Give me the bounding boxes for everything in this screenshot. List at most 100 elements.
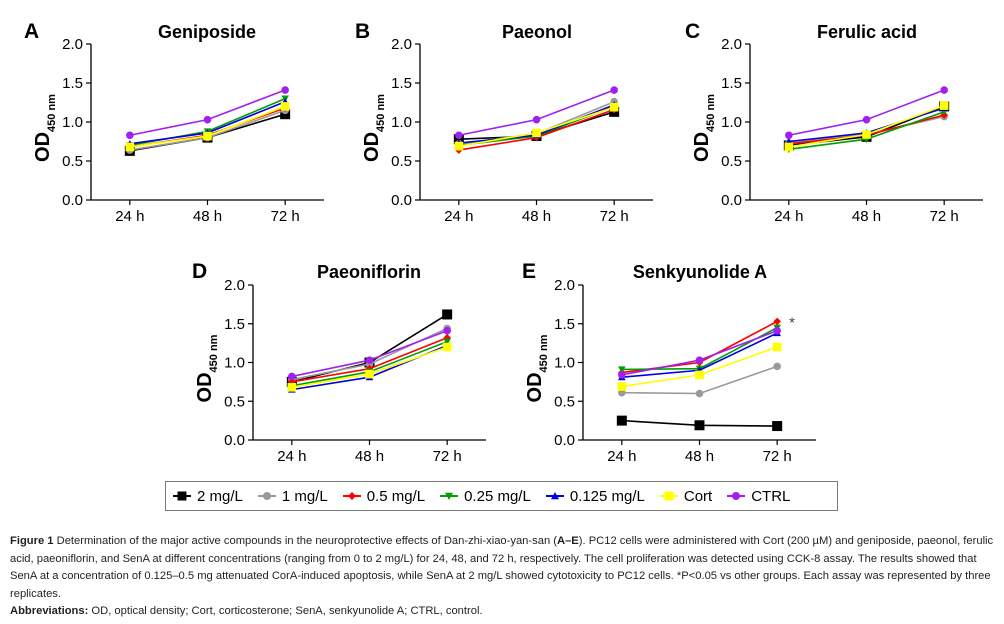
- data-point: [695, 356, 704, 364]
- y-tick-label: 1.5: [391, 75, 412, 92]
- y-axis-label: OD450 nm: [361, 94, 387, 162]
- data-point: [618, 388, 626, 397]
- series-cort: [617, 342, 782, 391]
- data-point: [772, 421, 783, 432]
- y-tick-label: 0.0: [554, 432, 575, 449]
- y-axis-label: OD450 nm: [524, 334, 550, 402]
- series-cort: [287, 342, 452, 392]
- legend-marker: [262, 492, 271, 500]
- legend-label: Cort: [683, 487, 713, 505]
- legend-label: 0.25 mg/L: [464, 487, 531, 505]
- x-tick-label: 72 h: [930, 208, 959, 225]
- x-tick-label: 48 h: [355, 448, 384, 465]
- data-point: [862, 115, 871, 124]
- data-point: [772, 342, 782, 352]
- series-ctrl: [618, 326, 781, 379]
- legend-marker: [445, 492, 454, 500]
- legend-label: 2 mg/L: [197, 487, 243, 505]
- series-2-mg-l: [616, 415, 783, 432]
- abbreviations-text: OD, optical density; Cort, corticosteron…: [88, 605, 483, 617]
- legend-item: Cort: [659, 488, 712, 505]
- x-tick-label: 24 h: [444, 208, 473, 225]
- x-tick-label: 72 h: [763, 448, 792, 465]
- y-tick-label: 1.5: [62, 75, 83, 92]
- figure-caption: Figure 1 Determination of the major acti…: [10, 533, 1000, 621]
- y-tick-label: 2.0: [224, 277, 245, 294]
- legend-swatch-icon: [342, 492, 361, 500]
- panel-letter: D: [192, 260, 207, 283]
- legend-label: 0.125 mg/L: [569, 487, 645, 505]
- legend-marker: [664, 491, 674, 501]
- y-tick-label: 0.5: [554, 393, 575, 410]
- y-axis-label: OD450 nm: [194, 334, 220, 402]
- legend-item: 1 mg/L: [257, 488, 328, 505]
- legend-swatch-icon: [545, 492, 564, 500]
- data-point: [532, 128, 541, 138]
- data-point: [694, 420, 705, 431]
- panel-letter: C: [685, 20, 700, 43]
- abbreviations-label: Abbreviations:: [10, 605, 89, 617]
- y-tick-label: 0.0: [721, 192, 742, 209]
- data-point: [785, 131, 793, 140]
- series-line: [788, 89, 945, 137]
- legend-swatch-icon: [659, 491, 678, 501]
- panel-title: Paeoniflorin: [317, 262, 421, 282]
- legend-item: CTRL: [726, 488, 790, 505]
- data-point: [618, 366, 626, 374]
- data-point: [126, 131, 134, 140]
- data-point: [365, 356, 374, 364]
- panel-title: Ferulic acid: [817, 22, 917, 42]
- legend-swatch-icon: [173, 491, 191, 501]
- series-ctrl: [785, 86, 948, 140]
- data-point: [773, 362, 781, 371]
- y-tick-label: 0.0: [224, 432, 245, 449]
- panel-title: Paeonol: [502, 22, 572, 42]
- y-tick-label: 0.5: [721, 153, 742, 170]
- data-point: [203, 131, 212, 141]
- panel-d: D Paeoniflorin 0.0 0.5 1.0 1.5 2.0 24 h 48 h 72 h…: [192, 260, 486, 465]
- x-tick-label: 48 h: [522, 208, 551, 225]
- data-point: [125, 142, 135, 152]
- y-tick-label: 2.0: [391, 36, 412, 53]
- data-point: [455, 131, 463, 140]
- series-1-mg-l: [618, 362, 781, 398]
- figure: A Geniposide 0.0 0.5 1.0 1.5 2.0 24 h 48 h 72 h OD…: [24, 20, 983, 465]
- y-tick-label: 1.0: [224, 355, 245, 372]
- panel-letter: B: [355, 20, 370, 43]
- x-tick-label: 72 h: [600, 208, 629, 225]
- series-ctrl: [288, 326, 451, 381]
- legend-marker: [550, 492, 559, 500]
- series-cort: [125, 102, 290, 152]
- data-point: [365, 369, 374, 379]
- x-tick-label: 48 h: [685, 448, 714, 465]
- data-point: [940, 86, 948, 94]
- panel-letter: A: [24, 20, 39, 43]
- y-tick-label: 2.0: [554, 277, 575, 294]
- x-tick-label: 24 h: [115, 208, 144, 225]
- caption-text-1: Determination of the major active compou…: [53, 535, 557, 547]
- significance-marker: *: [789, 314, 795, 331]
- x-tick-label: 24 h: [277, 448, 306, 465]
- legend-marker: [347, 492, 356, 500]
- y-tick-label: 1.0: [721, 114, 742, 131]
- data-point: [280, 102, 290, 111]
- data-point: [287, 383, 297, 392]
- y-tick-label: 2.0: [721, 36, 742, 53]
- caption-text-2: ). PC12 cells were administered with Cor…: [10, 535, 994, 600]
- panel-a: A Geniposide 0.0 0.5 1.0 1.5 2.0 24 h 48 h 72 h OD…: [24, 20, 324, 225]
- data-point: [773, 317, 781, 326]
- legend-item: 0.125 mg/L: [545, 488, 645, 505]
- legend-marker: [732, 492, 741, 500]
- y-tick-label: 0.0: [391, 192, 412, 209]
- y-tick-label: 1.0: [391, 114, 412, 131]
- x-tick-label: 48 h: [193, 208, 222, 225]
- y-tick-label: 1.0: [62, 114, 83, 131]
- panel-letter: E: [522, 260, 536, 283]
- series-ctrl: [455, 86, 618, 140]
- data-point: [281, 86, 289, 94]
- legend-swatch-icon: [727, 492, 746, 500]
- series-line: [458, 89, 615, 137]
- caption-range-label: A–E: [557, 535, 579, 547]
- legend-marker: [177, 491, 187, 501]
- data-point: [617, 382, 627, 391]
